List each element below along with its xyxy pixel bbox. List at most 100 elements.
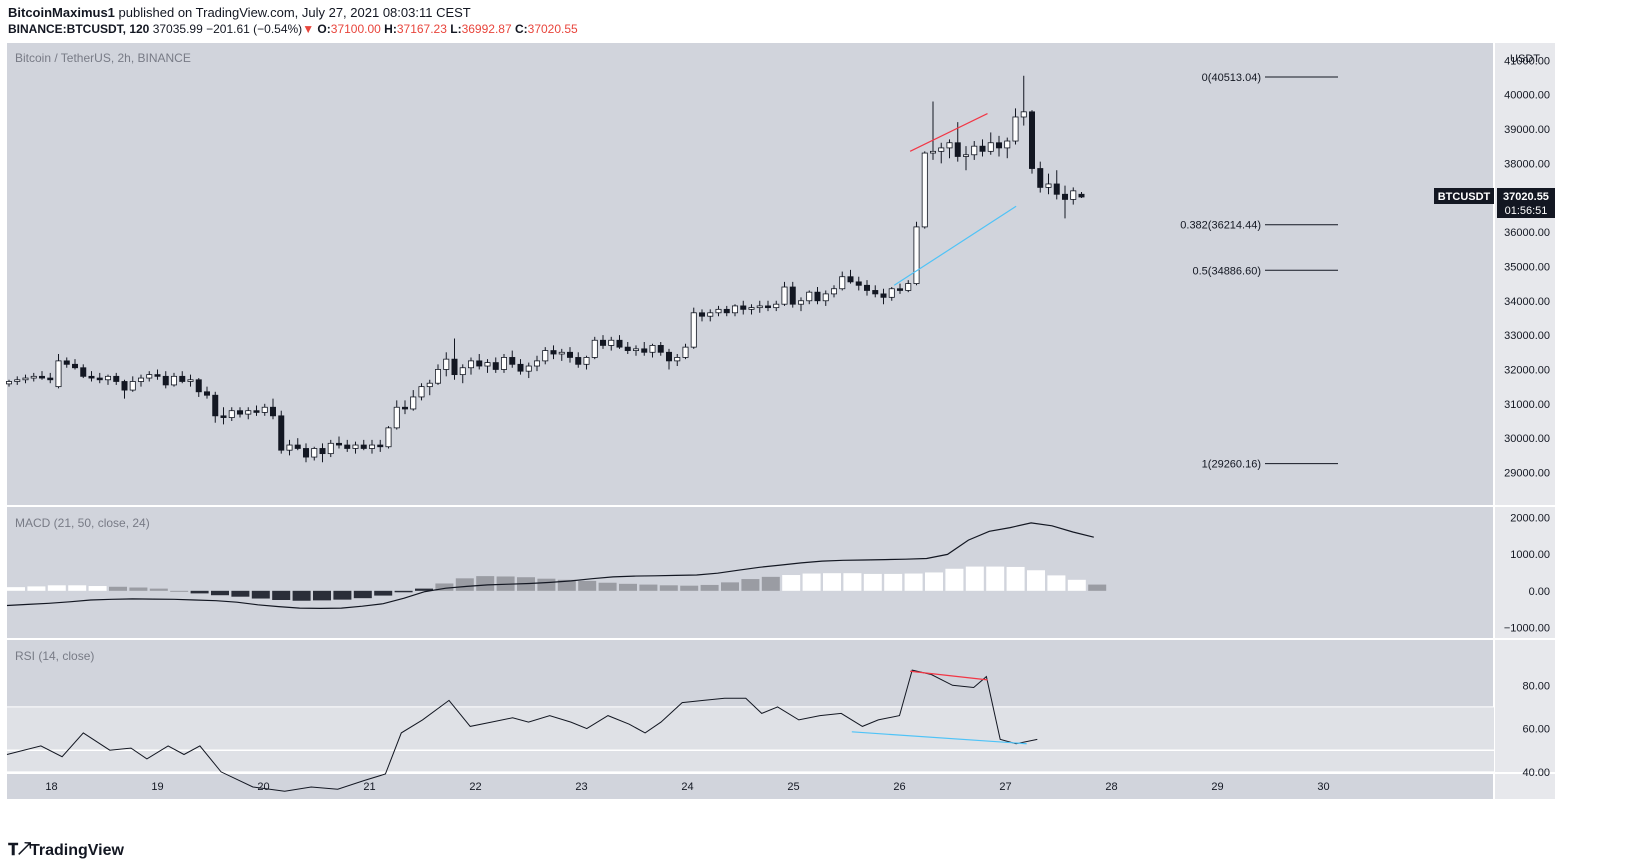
candle-down: [517, 363, 524, 372]
countdown-tag: 01:56:51: [1505, 205, 1548, 217]
macd-histogram-bar: [7, 587, 25, 591]
candle-down: [600, 339, 607, 346]
candle-up: [385, 427, 392, 448]
x-tick-label: 20: [257, 781, 269, 793]
candle-up: [822, 293, 829, 302]
candle-down: [492, 362, 499, 370]
candle-up: [946, 142, 953, 149]
last-price: 37035.99: [152, 22, 203, 36]
candle-up: [831, 288, 838, 295]
macd-histogram-bar: [843, 573, 862, 591]
candle-down: [897, 288, 904, 291]
candle-down: [657, 345, 664, 353]
candle-up: [542, 350, 549, 362]
close-value: 37020.55: [527, 22, 578, 36]
symbol-label: BINANCE:BTCUSDT, 120: [8, 22, 150, 36]
macd-histogram-bar: [190, 590, 209, 594]
candle-down: [1062, 193, 1069, 200]
price-tick-label: 36000.00: [1504, 227, 1550, 239]
candle-down: [954, 142, 961, 157]
price-axis-unit: USDT: [1510, 53, 1540, 65]
rsi-red-trendline: [910, 670, 988, 681]
candle-down: [1037, 168, 1044, 188]
candle-down: [319, 448, 326, 455]
candle-up: [146, 374, 153, 379]
macd-histogram-bar: [945, 568, 964, 591]
candle-up: [534, 360, 541, 367]
candle-up: [732, 305, 739, 314]
symbol-tag: BTCUSDT: [1438, 191, 1491, 203]
macd-histogram-bar: [925, 572, 943, 591]
candle-down: [476, 360, 483, 367]
macd-histogram-bar: [68, 585, 87, 591]
publish-info: BitcoinMaximus1 published on TradingView…: [8, 5, 471, 20]
candle-up: [888, 288, 895, 298]
candle-up: [1012, 116, 1019, 142]
candle-up: [921, 152, 928, 228]
candle-up: [170, 375, 177, 386]
candle-up: [633, 348, 640, 351]
candle-up: [558, 351, 565, 355]
candle-up: [682, 346, 689, 358]
candle-up: [773, 303, 780, 309]
macd-histogram-bar: [211, 590, 229, 596]
macd-histogram-bar: [313, 590, 331, 601]
macd-line: [6, 522, 1094, 610]
candle-up: [938, 147, 945, 152]
open-label: O:: [317, 22, 331, 36]
macd-tick-label: 0.00: [1529, 586, 1550, 598]
candle-up: [1045, 183, 1052, 188]
candle-down: [212, 394, 219, 417]
tradingview-brand[interactable]: 𝐓↗TradingView: [8, 842, 124, 860]
candle-down: [401, 406, 408, 410]
candle-up: [467, 360, 474, 369]
macd-histogram-bar: [537, 578, 556, 591]
price-tag-bg: [1497, 188, 1555, 219]
candle-down: [550, 350, 557, 355]
macd-histogram-bar: [884, 573, 903, 591]
candle-up: [187, 379, 194, 382]
candle-down: [1078, 193, 1085, 198]
candle-down: [575, 357, 582, 365]
candle-down: [740, 305, 747, 310]
candle-down: [996, 142, 1003, 149]
macd-histogram-bar: [782, 575, 801, 591]
candle-up: [674, 357, 681, 362]
high-value: 37167.23: [396, 22, 447, 36]
price-tick-label: 34000.00: [1504, 296, 1550, 308]
macd-histogram-bar: [904, 573, 923, 591]
macd-histogram-bar: [394, 590, 413, 593]
macd-histogram-bar: [496, 576, 515, 591]
candle-up: [781, 286, 788, 305]
candle-up: [715, 308, 722, 314]
candle-down: [1029, 111, 1036, 169]
macd-histogram-bar: [761, 576, 780, 591]
price-change: −201.61 (−0.54%): [206, 22, 303, 36]
publish-date: published on TradingView.com, July 27, 2…: [118, 5, 471, 20]
price-pane-title: Bitcoin / TetherUS, 2h, BINANCE: [15, 51, 191, 65]
macd-histogram-bar: [251, 590, 270, 599]
macd-histogram-bar: [1006, 566, 1025, 591]
candle-up: [393, 406, 400, 429]
brand-name: TradingView: [30, 842, 124, 859]
macd-histogram-bar: [27, 586, 46, 591]
price-tick-label: 40000.00: [1504, 90, 1550, 102]
macd-histogram-bar: [415, 588, 433, 591]
price-tick-label: 30000.00: [1504, 433, 1550, 445]
rsi-blue-trendline: [851, 731, 1027, 745]
macd-histogram-bar: [598, 582, 617, 591]
candle-down: [236, 410, 243, 415]
candle-down: [765, 305, 772, 309]
author-name[interactable]: BitcoinMaximus1: [8, 5, 115, 20]
candle-up: [311, 448, 318, 458]
candle-up: [690, 312, 697, 348]
candle-down: [121, 381, 128, 391]
symbol-tag-bg: [1434, 188, 1494, 205]
macd-histogram-bar: [476, 576, 495, 591]
candle-up: [963, 154, 970, 157]
rsi-line: [6, 669, 1038, 792]
x-tick-label: 25: [787, 781, 799, 793]
macd-histogram-bar: [455, 578, 474, 591]
candle-down: [113, 375, 120, 382]
